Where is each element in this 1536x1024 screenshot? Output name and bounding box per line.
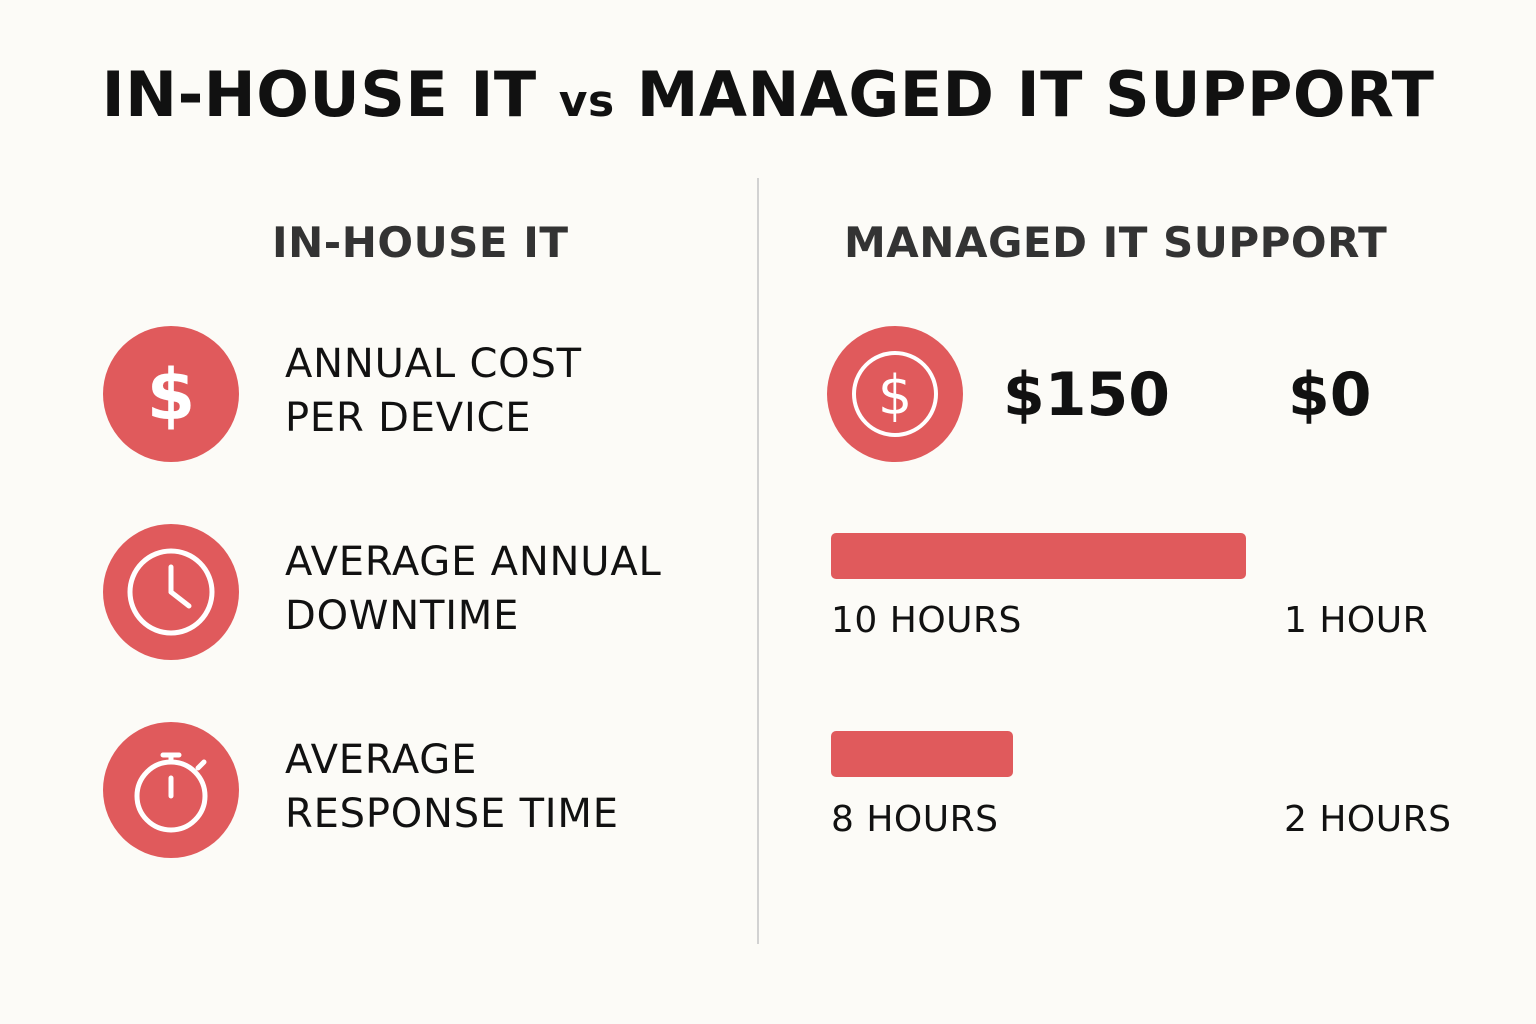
managed-heading: MANAGED IT SUPPORT bbox=[844, 218, 1388, 267]
page-title: IN-HOUSE IT vs MANAGED IT SUPPORT bbox=[0, 58, 1536, 131]
metric-label-line: ANNUAL COST bbox=[285, 341, 582, 387]
clock-icon bbox=[103, 524, 239, 660]
metric-label-line: AVERAGE ANNUAL bbox=[285, 539, 662, 585]
metric-label-response-time: AVERAGE RESPONSE TIME bbox=[285, 733, 725, 841]
dollar-icon: $ bbox=[103, 326, 239, 462]
in-house-heading: IN-HOUSE IT bbox=[272, 218, 569, 267]
dollar-coin-icon: $ bbox=[827, 326, 963, 462]
title-in-house: IN-HOUSE IT bbox=[101, 58, 537, 131]
metric-label-downtime: AVERAGE ANNUAL DOWNTIME bbox=[285, 535, 725, 643]
stopwatch-icon bbox=[103, 722, 239, 858]
metric-label-annual-cost: ANNUAL COST PER DEVICE bbox=[285, 337, 725, 445]
managed-cost-value-b: $0 bbox=[1288, 360, 1372, 430]
column-divider bbox=[757, 178, 759, 944]
downtime-label-b: 1 HOUR bbox=[1284, 600, 1429, 641]
title-managed: MANAGED IT SUPPORT bbox=[636, 58, 1435, 131]
response-label-a: 8 HOURS bbox=[831, 799, 999, 840]
response-time-bar bbox=[831, 731, 1013, 777]
metric-label-line: RESPONSE TIME bbox=[285, 791, 619, 837]
svg-text:$: $ bbox=[147, 354, 196, 436]
metric-label-line: AVERAGE bbox=[285, 737, 478, 783]
svg-text:$: $ bbox=[878, 364, 912, 427]
metric-label-line: DOWNTIME bbox=[285, 593, 520, 639]
response-label-b: 2 HOURS bbox=[1284, 799, 1452, 840]
title-vs: vs bbox=[558, 76, 615, 127]
metric-label-line: PER DEVICE bbox=[285, 395, 532, 441]
downtime-label-a: 10 HOURS bbox=[831, 600, 1022, 641]
downtime-bar bbox=[831, 533, 1246, 579]
managed-cost-value-a: $150 bbox=[1003, 360, 1170, 430]
